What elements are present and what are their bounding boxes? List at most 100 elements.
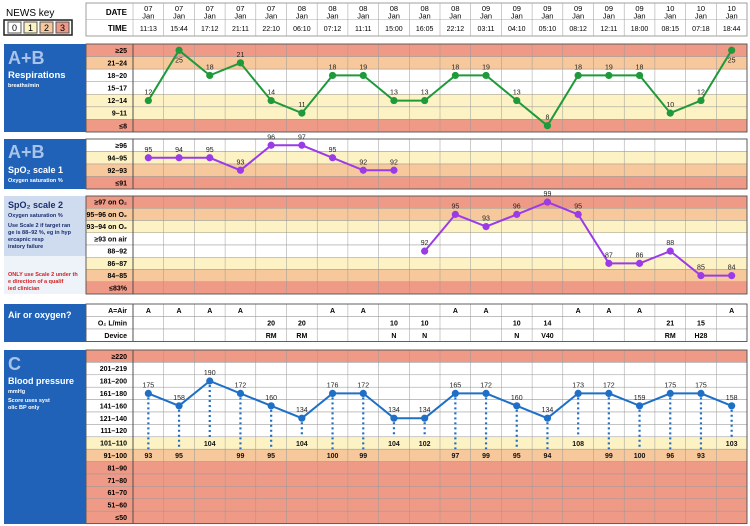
bp-diastolic-value: 102 <box>419 441 431 448</box>
bp-systolic-point <box>175 402 183 410</box>
bp-note: Score uses syst olic BP only <box>8 398 51 411</box>
bp-systolic-line <box>147 379 732 420</box>
spo2-2-row-label: 88–92 <box>108 249 128 256</box>
bp-diastolic-value: 104 <box>388 441 400 448</box>
bp-band <box>85 498 748 512</box>
device-value: H28 <box>695 333 708 340</box>
bp-band <box>85 473 748 487</box>
header-date-month: Jan <box>449 12 461 21</box>
resp-line <box>147 48 733 128</box>
resp-row-label: 18–20 <box>108 73 128 80</box>
news-key-swatch-2 <box>39 21 54 34</box>
section-frame <box>85 43 748 133</box>
air-title: Air or oxygen? <box>8 310 72 320</box>
bp-systolic-point <box>421 414 429 422</box>
air-row <box>85 303 748 317</box>
spo2-1-point <box>328 154 337 162</box>
spo2-1-row-label: ≤91 <box>115 180 127 187</box>
resp-point <box>175 46 183 54</box>
bp-systolic-point <box>482 389 490 397</box>
header-date-day: 08 <box>298 4 306 13</box>
header-time: 11:13 <box>140 26 157 33</box>
spo2-1-row-label: 94–95 <box>108 155 128 162</box>
header-time: 15:44 <box>170 26 188 33</box>
news-key-swatch-1 <box>23 21 38 34</box>
news-key: NEWS key 0 1 2 3 <box>3 8 73 36</box>
section-frame <box>85 303 748 342</box>
device-value: RM <box>665 333 676 340</box>
bp-diastolic-value: 99 <box>605 453 613 460</box>
bp-systolic-point <box>666 389 674 397</box>
bp-systolic-value-label: 134 <box>542 407 554 414</box>
bp-grid: ≥220 201–219 181–200 161–180 141–160 121–140 1… <box>85 349 748 524</box>
resp-point <box>451 71 459 80</box>
section-frame <box>85 349 748 525</box>
air-value: A <box>330 308 335 315</box>
bp-row-label: 51–60 <box>108 503 128 510</box>
bp-band <box>85 461 748 475</box>
spo2-2-band <box>85 244 748 258</box>
header-date-month: Jan <box>726 12 738 21</box>
bp-diastolic-value: 104 <box>204 441 216 448</box>
bp-systolic-point <box>728 402 736 410</box>
news-key-swatch-3 <box>55 21 70 34</box>
spo2-1-row-label: ≥96 <box>115 143 127 150</box>
spo2-2-value-label: 95 <box>574 203 582 210</box>
spo2-1-point <box>144 154 152 162</box>
resp-value-label: 18 <box>574 64 582 71</box>
section-frame <box>85 195 748 295</box>
resp-value-label: 13 <box>390 90 398 97</box>
resp-value-label: 13 <box>421 90 429 97</box>
air-value: A <box>207 308 212 315</box>
device-value: RM <box>266 333 277 340</box>
date-time-header: DATE TIME 07Jan11:1307Jan15:4407Jan17:12… <box>85 2 748 37</box>
resp-value-label: 19 <box>482 64 490 71</box>
spo2-1-value-label: 97 <box>298 134 306 141</box>
header-time: 08:15 <box>661 26 679 33</box>
bp-row-label: 71–80 <box>108 478 128 485</box>
air-value: A <box>146 308 151 315</box>
spo2-1-title: SpO₂ scale 1 <box>8 165 63 175</box>
bp-systolic-value-label: 175 <box>664 382 676 389</box>
header-date-month: Jan <box>204 12 216 21</box>
spo2-2-row-label: ≤83% <box>109 285 128 292</box>
bp-systolic-value-label: 175 <box>695 382 707 389</box>
spo2-2-value-label: 85 <box>697 265 705 272</box>
spo2-2-value-label: 99 <box>544 191 552 198</box>
o2-value: 14 <box>544 321 552 328</box>
bp-systolic-value-label: 172 <box>480 382 492 389</box>
resp-band <box>85 56 748 70</box>
header-time: 16:05 <box>416 26 434 33</box>
bp-row-label: 201–219 <box>100 366 127 373</box>
device-value: N <box>514 333 519 340</box>
device-value: N <box>391 333 396 340</box>
header-time: 03:11 <box>478 26 495 33</box>
header-time: 17:12 <box>201 26 219 33</box>
spo2-2-point <box>635 259 644 267</box>
spo2-2-band <box>85 281 748 295</box>
header-date-day: 08 <box>420 4 428 13</box>
time-label: TIME <box>108 24 128 33</box>
resp-value-label: 19 <box>605 64 613 71</box>
bp-systolic-value-label: 175 <box>143 382 155 389</box>
resp-row-label: 9–11 <box>112 111 127 118</box>
o2-value: 21 <box>666 321 674 328</box>
news-key-swatch-0 <box>7 21 22 34</box>
header-date-day: 07 <box>144 4 152 13</box>
spo2-2-point <box>666 247 674 255</box>
bp-diastolic-value: 108 <box>572 441 584 448</box>
bp-systolic-value-label: 190 <box>204 370 216 377</box>
resp-point <box>635 71 644 80</box>
bp-diastolic-value: 94 <box>544 453 552 460</box>
resp-point <box>236 59 245 67</box>
header-date-month: Jan <box>357 12 369 21</box>
header-date-day: 07 <box>175 4 183 13</box>
resp-point <box>328 71 337 80</box>
bp-row-label: 161–180 <box>100 391 127 398</box>
resp-value-label: 25 <box>728 57 736 64</box>
resp-point <box>482 71 490 80</box>
spo2-1-point <box>206 154 214 162</box>
spo2-2-grid: ≥97 on O₂ 95–96 on O₂ 93–94 on O₂ ≥93 on ai… <box>85 195 748 295</box>
header-time: 08:12 <box>569 26 587 33</box>
bp-diastolic-value: 95 <box>267 453 275 460</box>
